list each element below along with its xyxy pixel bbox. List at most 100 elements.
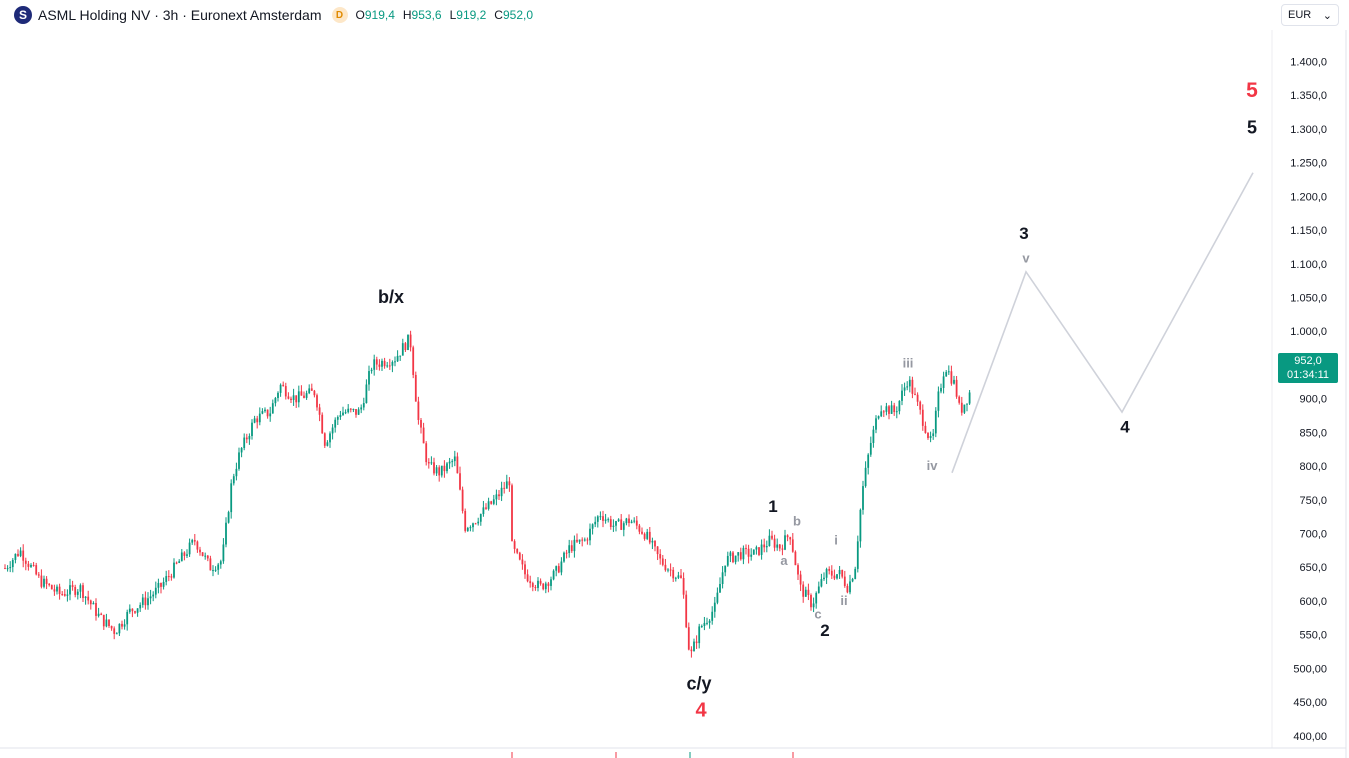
candle-body (599, 516, 602, 518)
candle-body (217, 564, 220, 570)
candle-body (732, 552, 734, 563)
candle-body (620, 519, 623, 530)
bar-countdown: 01:34:11 (1286, 369, 1329, 381)
candle-body (160, 582, 162, 587)
candle-body (659, 554, 662, 559)
candle-body (940, 387, 942, 392)
candle-body (648, 531, 651, 543)
candle-body (245, 437, 248, 440)
candle-body (212, 570, 214, 572)
price-tick-label: 800,0 (1299, 461, 1327, 473)
wave-label: i (834, 532, 838, 547)
wave-label: b/x (378, 287, 404, 307)
candle-body (760, 544, 763, 555)
candle-body (256, 418, 259, 423)
candle-body (823, 577, 825, 580)
candle-body (778, 544, 781, 549)
candle-body (716, 592, 719, 603)
candle-body (511, 485, 513, 542)
currency-select[interactable]: EUR ⌄ (1281, 4, 1339, 26)
price-tick-label: 400,00 (1293, 731, 1327, 743)
candle-body (781, 548, 784, 550)
candle-body (383, 360, 386, 367)
candle-body (773, 538, 776, 548)
candle-body (573, 539, 576, 552)
candle-body (433, 462, 435, 474)
candle-body (61, 593, 64, 595)
candle-body (726, 555, 729, 566)
candle-body (893, 405, 896, 413)
candle-body (287, 396, 290, 399)
price-tick-label: 700,0 (1299, 529, 1327, 541)
candle-body (789, 537, 792, 540)
candle-body (347, 408, 350, 413)
candle-body (188, 542, 191, 555)
candle-body (139, 604, 142, 609)
candle-body (633, 520, 636, 522)
candle-body (490, 501, 493, 504)
candle-body (365, 384, 368, 404)
candle-body (206, 555, 209, 559)
candle-body (763, 544, 766, 548)
candle-body (534, 587, 537, 589)
price-tick-label: 600,0 (1299, 596, 1327, 608)
candles-layer (4, 330, 971, 758)
candle-body (191, 540, 194, 543)
candle-body (547, 583, 550, 586)
price-tick-label: 1.150,0 (1290, 225, 1327, 237)
candle-body (799, 574, 802, 585)
candle-body (336, 417, 339, 420)
candle-body (537, 580, 539, 588)
candle-body (279, 384, 282, 393)
candle-body (521, 559, 524, 565)
candle-body (643, 533, 646, 539)
candle-body (290, 398, 292, 401)
candle-body (708, 620, 711, 623)
candle-body (334, 419, 337, 428)
candle-body (750, 554, 753, 557)
candle-body (841, 569, 844, 577)
candle-body (739, 552, 742, 560)
price-tick-label: 1.350,0 (1290, 90, 1327, 102)
candle-body (487, 501, 490, 509)
candle-body (542, 583, 545, 590)
candle-body (594, 521, 597, 525)
candle-body (108, 619, 110, 626)
price-axis[interactable]: 1.400,0 1.350,0 1.300,0 1.250,0 1.200,0 1.150… (1290, 56, 1327, 742)
candle-body (435, 467, 438, 474)
symbol-title[interactable]: ASML Holding NV · 3h · Euronext Amsterda… (38, 7, 322, 23)
candle-body (529, 581, 532, 584)
candle-body (269, 413, 272, 417)
candle-body (825, 569, 828, 578)
candle-body (134, 611, 136, 613)
candle-body (378, 364, 381, 367)
candle-body (916, 394, 919, 402)
candle-body (131, 608, 134, 612)
candle-body (864, 467, 867, 487)
candle-body (261, 411, 264, 414)
candle-body (680, 575, 682, 579)
candle-body (721, 572, 724, 584)
candle-body (461, 489, 464, 511)
ohlc-high: H953,6 (402, 8, 442, 22)
candle-body (115, 633, 118, 635)
candle-body (596, 516, 599, 522)
candle-body (929, 436, 932, 439)
candle-body (92, 602, 95, 605)
candle-body (308, 388, 311, 394)
wave-label: 4 (695, 699, 707, 721)
candle-body (414, 374, 417, 402)
candle-body (854, 568, 857, 579)
candle-body (69, 585, 71, 595)
price-tick-label: 500,00 (1293, 663, 1327, 675)
candle-body (830, 570, 833, 576)
candle-body (924, 425, 927, 433)
candle-body (516, 548, 519, 553)
candle-body (955, 379, 958, 397)
candle-body (802, 584, 805, 597)
delayed-data-badge[interactable]: D (331, 7, 348, 23)
candle-body (768, 535, 771, 547)
candle-body (869, 442, 872, 455)
candle-body (797, 565, 799, 575)
